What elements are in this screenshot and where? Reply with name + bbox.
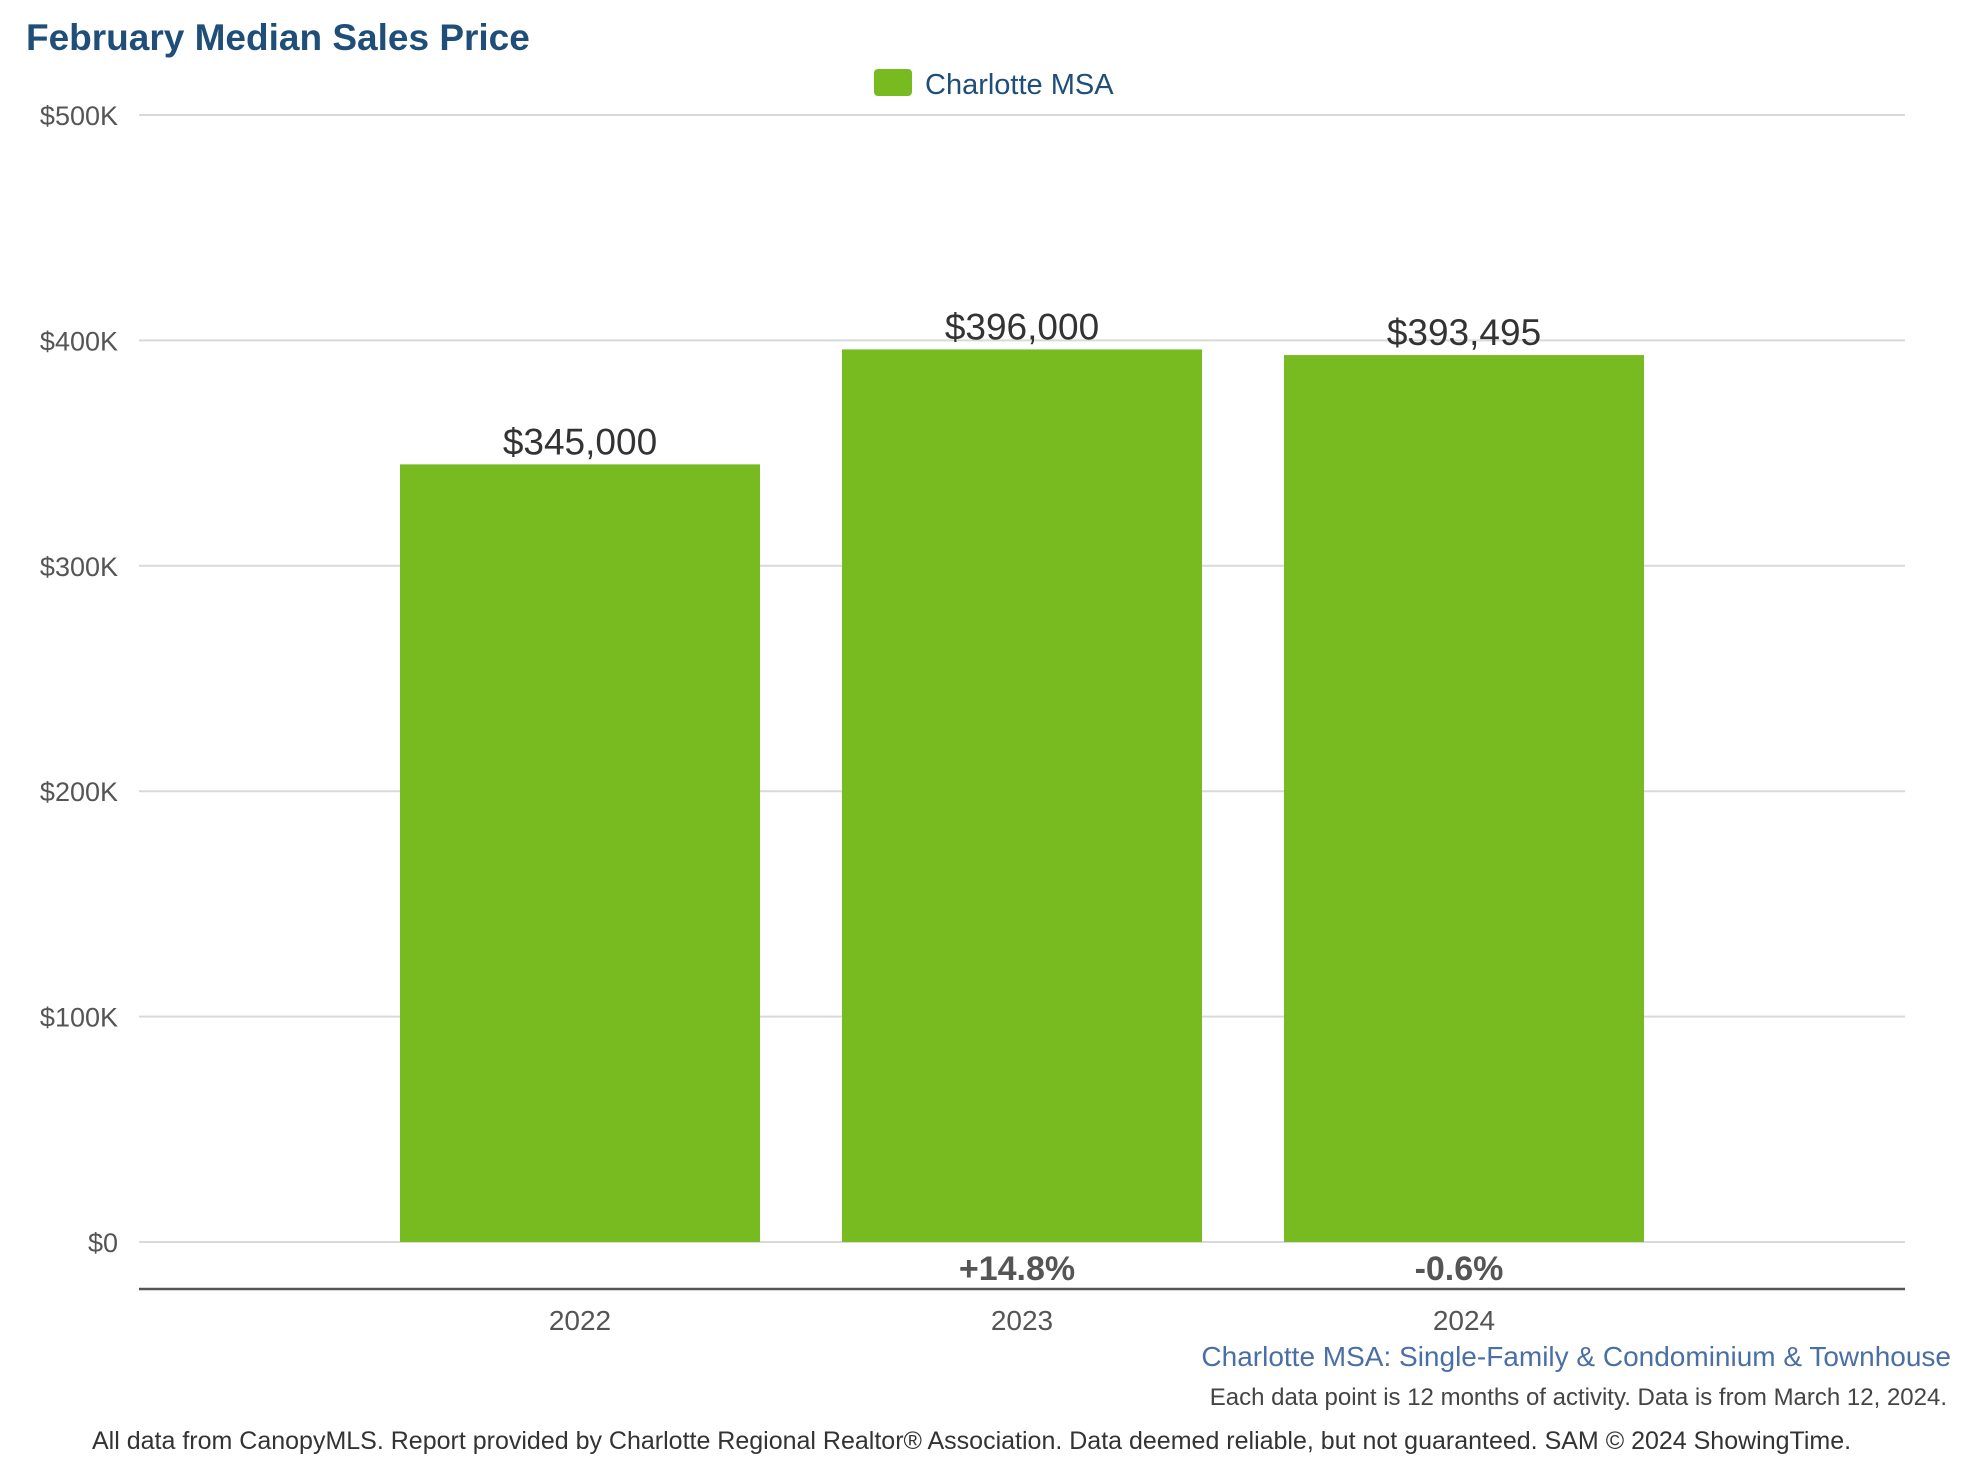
x-tick-label: 2023 [991, 1305, 1053, 1336]
data-note: Each data point is 12 months of activity… [1210, 1384, 1947, 1411]
y-axis-ticks: $0 $100K $200K $300K $400K $500K [40, 101, 118, 1258]
x-axis-ticks: 2022 2023 2024 [549, 1305, 1495, 1336]
bar-value-label: $393,495 [1387, 312, 1541, 353]
legend: Charlotte MSA [874, 69, 1114, 101]
y-tick-label: $0 [88, 1228, 118, 1258]
bar-2022 [400, 464, 760, 1242]
x-tick-label: 2022 [549, 1305, 611, 1336]
data-labels: $345,000 $396,000 +14.8% $393,495 -0.6% [503, 306, 1541, 1288]
change-label: +14.8% [959, 1250, 1075, 1288]
chart-title: February Median Sales Price [26, 17, 530, 58]
chart-subtitle: Charlotte MSA: Single-Family & Condomini… [1201, 1341, 1951, 1372]
bar-value-label: $396,000 [945, 306, 1099, 347]
legend-label: Charlotte MSA [925, 69, 1114, 101]
bar-2023 [842, 349, 1202, 1242]
x-tick-label: 2024 [1433, 1305, 1495, 1336]
y-tick-label: $200K [40, 777, 118, 807]
y-tick-label: $500K [40, 101, 118, 131]
y-tick-label: $400K [40, 326, 118, 356]
legend-swatch [874, 69, 912, 96]
bar-value-label: $345,000 [503, 421, 657, 462]
bars [400, 349, 1644, 1242]
y-tick-label: $300K [40, 552, 118, 582]
bar-2024 [1284, 355, 1644, 1242]
footer-disclaimer: All data from CanopyMLS. Report provided… [92, 1427, 1851, 1455]
change-label: -0.6% [1415, 1250, 1504, 1288]
y-tick-label: $100K [40, 1003, 118, 1033]
